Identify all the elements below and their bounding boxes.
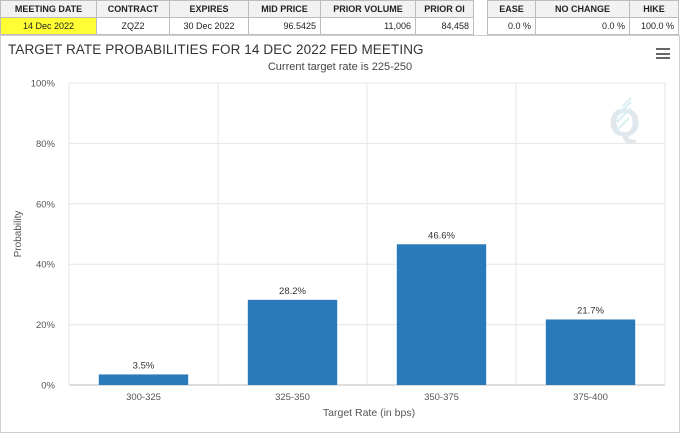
x-axis-title: Target Rate (in bps) [323,407,415,419]
chart-subtitle: Current target rate is 225-250 [267,61,413,73]
contract-table: MEETING DATE CONTRACT EXPIRES MID PRICE … [0,0,474,35]
header-expires[interactable]: EXPIRES [169,0,249,18]
header-mid-price[interactable]: MID PRICE [248,0,321,18]
bar-value-label: 28.2% [279,286,306,297]
meeting-date-cell[interactable]: 14 Dec 2022 [0,17,97,35]
y-tick-label: 60% [36,199,56,210]
header-ease: EASE [487,0,536,18]
header-meeting-date[interactable]: MEETING DATE [0,0,97,18]
x-tick-label: 300-325 [126,392,161,403]
contract-table-header-row: MEETING DATE CONTRACT EXPIRES MID PRICE … [0,0,474,18]
hamburger-menu-icon[interactable] [656,48,670,59]
probability-table-row: 0.0 % 0.0 % 100.0 % [487,17,679,35]
bar-value-label: 3.5% [133,360,155,371]
y-tick-label: 100% [31,79,56,90]
no-change-cell: 0.0 % [535,17,630,35]
y-tick-label: 40% [36,260,56,271]
contract-cell: ZQZ2 [96,17,170,35]
y-tick-label: 20% [36,320,56,331]
expires-cell: 30 Dec 2022 [169,17,249,35]
hike-cell: 100.0 % [629,17,679,35]
bar-value-label: 21.7% [577,305,604,316]
bar[interactable] [247,299,338,385]
prior-volume-cell: 11,006 [320,17,416,35]
header-contract[interactable]: CONTRACT [96,0,170,18]
bar[interactable] [98,374,189,385]
header-no-change: NO CHANGE [535,0,630,18]
y-tick-label: 0% [41,381,55,392]
y-axis-title: Probability [13,211,24,258]
bar-value-label: 46.6% [428,230,455,241]
prior-oi-cell: 84,458 [415,17,474,35]
probability-table-header-row: EASE NO CHANGE HIKE [487,0,679,18]
contract-table-row: 14 Dec 2022 ZQZ2 30 Dec 2022 96.5425 11,… [0,17,474,35]
x-tick-label: 325-350 [275,392,310,403]
probability-table: EASE NO CHANGE HIKE 0.0 % 0.0 % 100.0 % [487,0,679,35]
bar[interactable] [396,244,487,385]
ease-cell: 0.0 % [487,17,536,35]
x-tick-label: 350-375 [424,392,459,403]
y-tick-label: 80% [36,139,56,150]
cme-q-watermark-icon: Q [609,97,640,145]
chart-panel: Q 0% 20% 40% 60% 80% 100% 3.5% 300-325 28.2% 325-… [0,35,680,433]
chart-plot: Q 0% 20% 40% 60% 80% 100% 3.5% 300-325 28.2% 325-… [13,79,666,419]
header-prior-volume[interactable]: PRIOR VOLUME [320,0,416,18]
x-tick-label: 375-400 [573,392,608,403]
bar[interactable] [545,319,636,385]
chart-title: TARGET RATE PROBABILITIES FOR 14 DEC 202… [8,42,424,57]
header-prior-oi[interactable]: PRIOR OI [415,0,474,18]
header-hike: HIKE [629,0,679,18]
mid-price-cell: 96.5425 [248,17,321,35]
